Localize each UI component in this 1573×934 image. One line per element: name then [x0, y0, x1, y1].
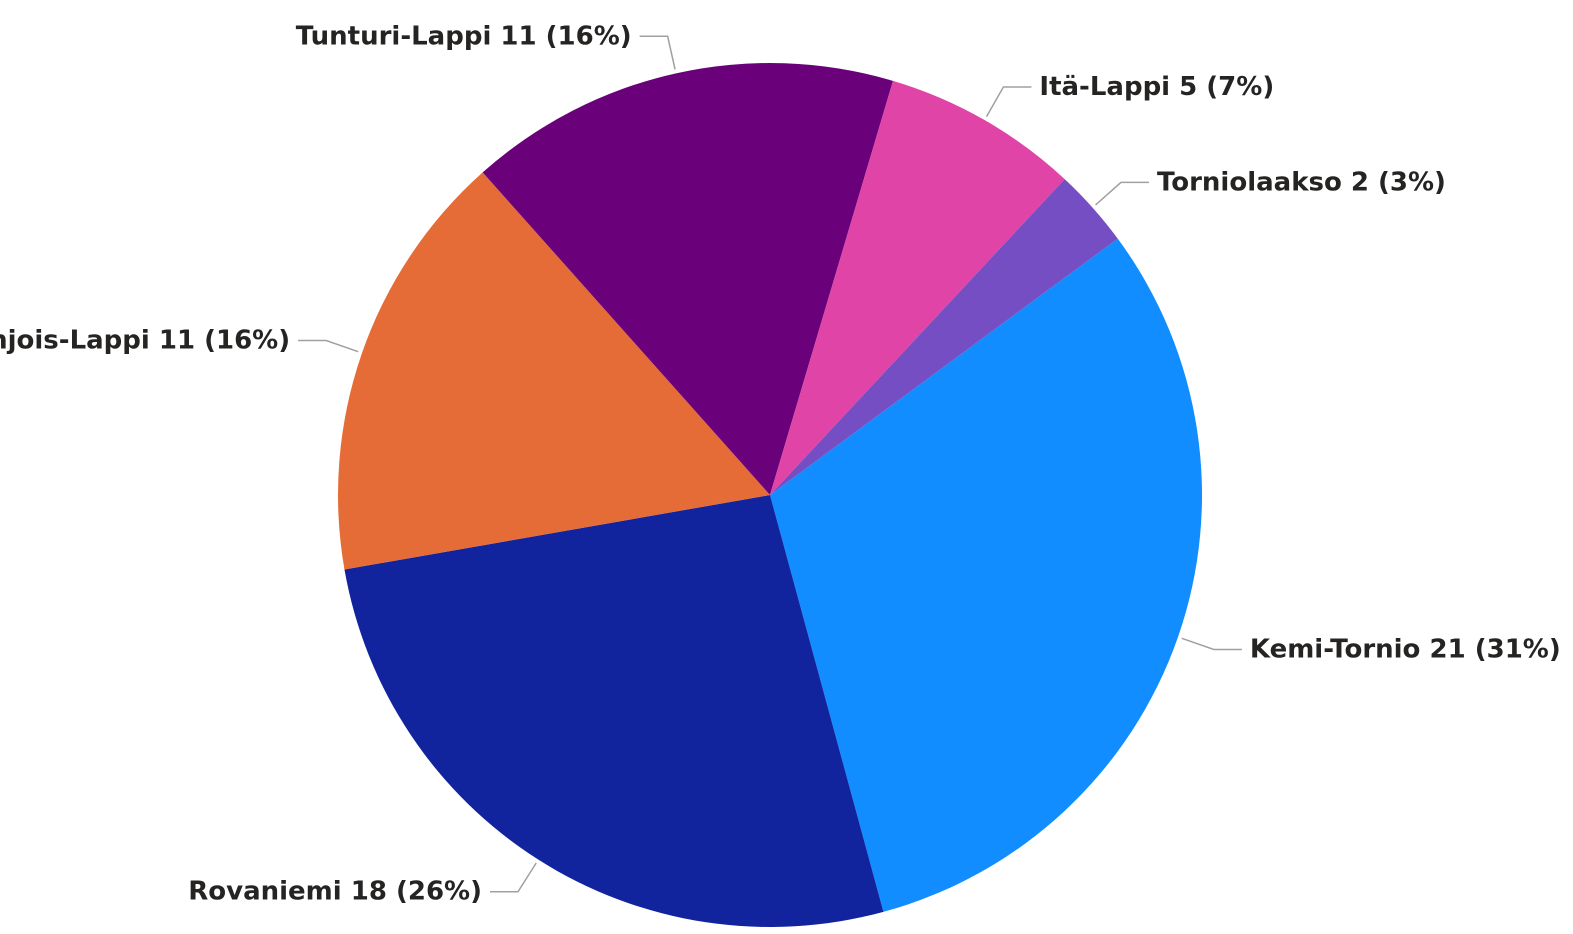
leader-line — [1181, 637, 1242, 651]
category-label: Pohjois-Lappi — [0, 325, 150, 355]
category-label: Tunturi-Lappi — [296, 21, 492, 51]
pie-slice — [482, 63, 893, 495]
value-label: 5 (7%) — [1179, 72, 1274, 102]
data-label: Pohjois-Lappi 11 (16%) — [0, 325, 290, 355]
data-label: Tunturi-Lappi 11 (16%) — [296, 21, 632, 51]
value-label: 11 (16%) — [159, 325, 290, 355]
pie-slice — [770, 80, 1065, 495]
data-label: Itä-Lappi 5 (7%) — [1039, 72, 1274, 102]
data-label: Rovaniemi 18 (26%) — [188, 876, 482, 906]
pie-slice — [344, 495, 884, 928]
pie-slice — [770, 238, 1202, 912]
category-label: Itä-Lappi — [1039, 72, 1170, 102]
value-label: 21 (31%) — [1430, 634, 1561, 664]
leader-line — [985, 86, 1032, 117]
pie-slice — [338, 172, 770, 570]
pie-slice — [770, 179, 1118, 495]
value-label: 11 (16%) — [500, 21, 631, 51]
data-label: Torniolaakso 2 (3%) — [1157, 167, 1446, 197]
category-label: Torniolaakso — [1157, 167, 1342, 197]
value-label: 2 (3%) — [1351, 167, 1446, 197]
value-label: 18 (26%) — [351, 876, 482, 906]
leader-line — [489, 862, 537, 893]
data-label: Kemi-Tornio 21 (31%) — [1250, 634, 1561, 664]
category-label: Rovaniemi — [188, 876, 341, 906]
leader-line — [639, 35, 676, 70]
category-label: Kemi-Tornio — [1250, 634, 1421, 664]
leader-line — [1095, 181, 1149, 206]
leader-line — [298, 339, 359, 353]
